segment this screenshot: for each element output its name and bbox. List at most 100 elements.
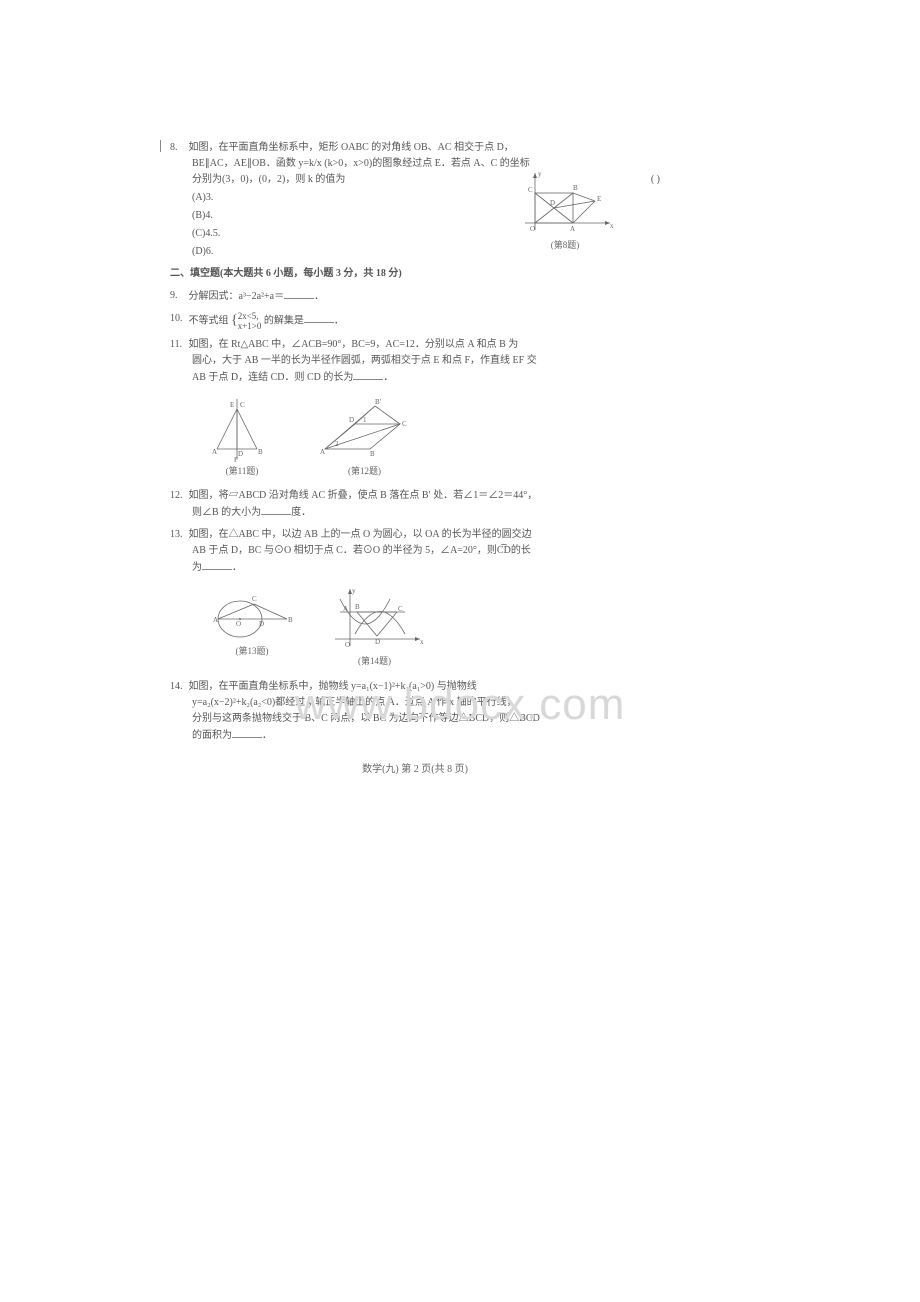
svg-text:A: A xyxy=(213,616,218,624)
content-area: 8. 如图，在平面直角坐标系中，矩形 OABC 的对角线 OB、AC 相交于点 … xyxy=(170,140,660,778)
svg-text:y: y xyxy=(538,170,542,178)
q12-svg: A B C D B′ 1 2 xyxy=(305,394,425,464)
q12-blank xyxy=(261,504,291,515)
q14-blank xyxy=(232,727,262,738)
svg-text:D: D xyxy=(550,199,555,207)
q12-num: 12. xyxy=(170,488,186,504)
svg-text:x: x xyxy=(420,638,424,646)
q13-line2: AB 于点 D，BC 与⊙O 相切于点 C．若⊙O 的半径为 5，∠A=20°，… xyxy=(170,543,660,559)
q9-text: 分解因式：a³−2a²+a＝ xyxy=(189,291,285,302)
q12-line1: 如图，将▱ABCD 沿对角线 AC 折叠，使点 B 落在点 B′ 处．若∠1＝∠… xyxy=(189,490,538,501)
q13-num: 13. xyxy=(170,527,186,543)
q11-num: 11. xyxy=(170,337,186,353)
q13-figure: A B C O D (第13题) xyxy=(202,584,302,658)
svg-text:A: A xyxy=(570,225,575,233)
svg-text:C: C xyxy=(528,186,533,194)
q13-line3: 为 xyxy=(192,562,202,573)
page-footer: 数学(九) 第 2 页(共 8 页) xyxy=(170,762,660,778)
q8-num: 8. xyxy=(170,140,186,156)
q9-blank xyxy=(284,288,314,299)
q11-fig-label: (第11题) xyxy=(202,464,282,478)
svg-text:D: D xyxy=(259,620,264,628)
q11-line3: AB 于点 D，连结 CD．则 CD 的长为 xyxy=(192,372,353,383)
svg-text:A: A xyxy=(343,605,348,613)
svg-text:O: O xyxy=(236,620,241,628)
svg-text:C: C xyxy=(240,401,245,409)
q11-line2: 圆心，大于 AB 一半的长为半径作圆弧，两弧相交于点 E 和点 F，作直线 EF… xyxy=(170,353,660,369)
q10-system: 2x<5, x+1>0 xyxy=(238,311,262,331)
q13-figures-row: A B C O D (第13题) xyxy=(170,580,660,672)
svg-text:B: B xyxy=(288,616,293,624)
svg-text:B: B xyxy=(355,603,360,611)
svg-text:1: 1 xyxy=(363,416,367,424)
svg-text:E: E xyxy=(230,401,234,409)
q11-svg: A B E C D F xyxy=(202,394,282,464)
question-8: 8. 如图，在平面直角坐标系中，矩形 OABC 的对角线 OB、AC 相交于点 … xyxy=(170,140,660,260)
q14-figure: O x y A B C D (第14题) xyxy=(325,584,425,668)
svg-text:y: y xyxy=(352,587,356,595)
q12-line2-row: 则∠B 的大小为 度． xyxy=(170,504,660,521)
svg-text:E: E xyxy=(597,195,601,203)
q14-line4: 的面积为 xyxy=(192,730,232,741)
q14-line1: 如图，在平面直角坐标系中，抛物线 y=a₁(x−1)²+k₁(a₁>0) 与抛物… xyxy=(189,681,477,692)
svg-text:D: D xyxy=(238,450,243,458)
q11-blank xyxy=(353,369,383,380)
question-12: 12. 如图，将▱ABCD 沿对角线 AC 折叠，使点 B 落在点 B′ 处．若… xyxy=(170,488,660,521)
page-container: 8. 如图，在平面直角坐标系中，矩形 OABC 的对角线 OB、AC 相交于点 … xyxy=(0,0,920,1302)
q13-line1: 如图，在△ABC 中，以边 AB 上的一点 O 为圆心，以 OA 的长为半径的圆… xyxy=(189,529,532,540)
q10-sys2: x+1>0 xyxy=(238,321,262,331)
q8-figure: O A C B E D x y (第8题) xyxy=(510,168,620,252)
q8-line3: 分别为(3，0)，(0，2)，则 k 的值为 xyxy=(192,174,345,185)
q12-fig-label: (第12题) xyxy=(305,464,425,478)
q10-blank xyxy=(304,312,334,323)
svg-text:F: F xyxy=(234,456,238,464)
svg-text:O: O xyxy=(345,641,350,649)
side-marker xyxy=(160,140,162,152)
svg-text:A: A xyxy=(212,448,217,456)
svg-text:O: O xyxy=(530,225,535,233)
q12-line2: 则∠B 的大小为 xyxy=(192,507,261,518)
q12-unit: 度． xyxy=(291,507,311,518)
section2-title: 二、填空题(本大题共 6 小题，每小题 3 分，共 18 分) xyxy=(170,266,660,282)
svg-text:B: B xyxy=(573,184,578,192)
q9-num: 9. xyxy=(170,288,186,304)
svg-text:2: 2 xyxy=(335,440,339,448)
q14-svg: O x y A B C D xyxy=(325,584,425,654)
q10-sys1: 2x<5, xyxy=(238,311,259,321)
svg-text:x: x xyxy=(610,222,614,230)
svg-text:B: B xyxy=(258,448,263,456)
q13-fig-label: (第13题) xyxy=(202,644,302,658)
question-10: 10. 不等式组 { 2x<5, x+1>0 的解集是． xyxy=(170,311,660,331)
svg-text:B′: B′ xyxy=(375,398,382,406)
svg-text:A: A xyxy=(320,448,325,456)
q11-figures-row: A B E C D F (第11题) xyxy=(170,390,660,482)
svg-text:B: B xyxy=(370,450,375,458)
q13-line3-row: 为． xyxy=(170,559,660,576)
q14-line2: y=a₂(x−2)²+k₂(a₂<0)都经过 y 轴正半轴上的点 A．过点 A … xyxy=(170,695,660,711)
q14-num: 14. xyxy=(170,679,186,695)
q8-line1: 如图，在平面直角坐标系中，矩形 OABC 的对角线 OB、AC 相交于点 D， xyxy=(189,142,514,153)
q13-svg: A B C O D xyxy=(202,584,302,644)
q14-line3: 分别与这两条抛物线交于 B、C 两点，以 BC 为边向下作等边△BCD，则△BC… xyxy=(170,711,660,727)
svg-text:C: C xyxy=(252,595,257,603)
brace-icon: { xyxy=(231,316,238,326)
q14-line4-row: 的面积为． xyxy=(170,727,660,744)
q11-figure: A B E C D F (第11题) xyxy=(202,394,282,478)
question-14: 14. 如图，在平面直角坐标系中，抛物线 y=a₁(x−1)²+k₁(a₁>0)… xyxy=(170,679,660,744)
q14-fig-label: (第14题) xyxy=(325,654,425,668)
q10-text1: 不等式组 xyxy=(189,315,229,326)
svg-text:C: C xyxy=(398,605,403,613)
question-13: 13. 如图，在△ABC 中，以边 AB 上的一点 O 为圆心，以 OA 的长为… xyxy=(170,527,660,672)
question-9: 9. 分解因式：a³−2a²+a＝． xyxy=(170,288,660,305)
q10-text2: 的解集是 xyxy=(264,315,304,326)
q11-line3-row: AB 于点 D，连结 CD．则 CD 的长为． xyxy=(170,369,660,386)
q8-fig-label: (第8题) xyxy=(510,238,620,252)
svg-text:D: D xyxy=(375,638,380,646)
q10-num: 10. xyxy=(170,311,186,327)
q8-paren: ( ) xyxy=(651,172,660,188)
svg-text:C: C xyxy=(402,420,407,428)
q13-blank xyxy=(202,559,232,570)
question-11: 11. 如图，在 Rt△ABC 中，∠ACB=90°，BC=9，AC=12．分别… xyxy=(170,337,660,482)
q8-svg: O A C B E D x y xyxy=(510,168,620,238)
q12-figure: A B C D B′ 1 2 (第12题) xyxy=(305,394,425,478)
